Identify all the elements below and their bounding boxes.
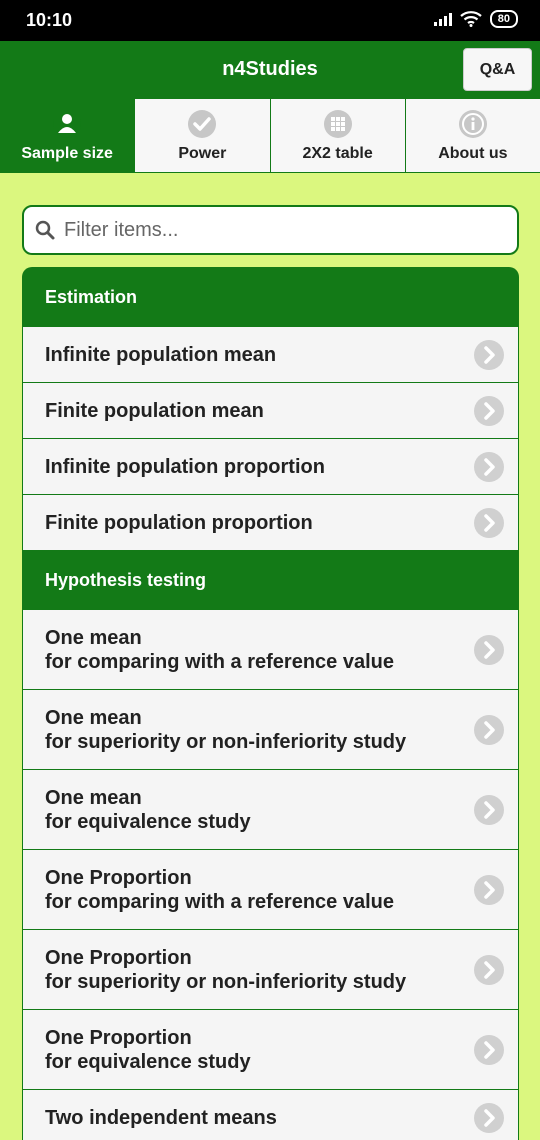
filter-input[interactable] bbox=[64, 218, 484, 242]
item-title: Two independent means bbox=[45, 1106, 277, 1129]
chevron-right-icon bbox=[474, 1034, 504, 1065]
list-item-one-mean-equivalence[interactable]: One mean for equivalence study bbox=[22, 770, 519, 850]
item-subtitle: for comparing with a reference value bbox=[45, 890, 394, 913]
info-icon bbox=[458, 110, 487, 138]
list-item-infinite-population-proportion[interactable]: Infinite population proportion bbox=[22, 439, 519, 495]
chevron-right-icon bbox=[474, 1102, 504, 1133]
list-item-infinite-population-mean[interactable]: Infinite population mean bbox=[22, 327, 519, 383]
status-bar: 10:10 80 bbox=[0, 0, 540, 41]
chevron-right-icon bbox=[474, 634, 504, 665]
item-title: One mean bbox=[45, 786, 142, 809]
group-header-hypothesis-testing: Hypothesis testing bbox=[22, 551, 519, 610]
chevron-right-icon bbox=[474, 451, 504, 482]
list-item-one-proportion-equivalence[interactable]: One Proportion for equivalence study bbox=[22, 1010, 519, 1090]
signal-icon bbox=[433, 12, 452, 26]
chevron-right-icon bbox=[474, 794, 504, 825]
filter-search-box bbox=[22, 205, 519, 255]
battery-level: 80 bbox=[497, 12, 510, 25]
tab-about-us[interactable]: About us bbox=[405, 99, 540, 173]
status-icons: 80 bbox=[433, 10, 518, 28]
list-item-one-proportion-reference[interactable]: One Proportion for comparing with a refe… bbox=[22, 850, 519, 930]
tab-label: 2X2 table bbox=[302, 145, 373, 162]
item-title: One mean bbox=[45, 626, 142, 649]
tab-2x2-table[interactable]: 2X2 table bbox=[270, 99, 406, 173]
tab-label: About us bbox=[438, 145, 508, 162]
item-title: Finite population proportion bbox=[45, 511, 313, 534]
list-item-one-mean-superiority[interactable]: One mean for superiority or non-inferior… bbox=[22, 690, 519, 770]
chevron-right-icon bbox=[474, 339, 504, 370]
search-icon bbox=[35, 220, 55, 240]
tab-label: Sample size bbox=[21, 145, 113, 162]
list-item-finite-population-mean[interactable]: Finite population mean bbox=[22, 383, 519, 439]
chevron-right-icon bbox=[474, 714, 504, 745]
list-item-finite-population-proportion[interactable]: Finite population proportion bbox=[22, 495, 519, 551]
check-circle-icon bbox=[188, 110, 217, 138]
tab-label: Power bbox=[178, 145, 227, 162]
list-item-two-independent-means[interactable]: Two independent means bbox=[22, 1090, 519, 1140]
tab-sample-size[interactable]: Sample size bbox=[0, 99, 136, 173]
item-subtitle: for comparing with a reference value bbox=[45, 650, 394, 673]
item-title: Infinite population mean bbox=[45, 343, 277, 366]
calculator-list: Estimation Infinite population mean Fini… bbox=[22, 267, 519, 1140]
chevron-right-icon bbox=[474, 954, 504, 985]
item-title: One mean bbox=[45, 706, 142, 729]
list-item-one-proportion-superiority[interactable]: One Proportion for superiority or non-in… bbox=[22, 930, 519, 1010]
tab-power[interactable]: Power bbox=[135, 99, 271, 173]
group-header-label: Hypothesis testing bbox=[45, 570, 207, 590]
battery-icon: 80 bbox=[489, 10, 518, 28]
app-bar: n4Studies Q&A bbox=[0, 41, 540, 99]
qa-button[interactable]: Q&A bbox=[463, 48, 532, 91]
chevron-right-icon bbox=[474, 507, 504, 538]
grid-icon bbox=[323, 110, 352, 138]
chevron-right-icon bbox=[474, 874, 504, 905]
wifi-icon bbox=[460, 11, 482, 27]
item-subtitle: for superiority or non-inferiority study bbox=[45, 970, 407, 993]
item-subtitle: for equivalence study bbox=[45, 1050, 251, 1073]
tab-bar: Sample size Power 2X2 table About us bbox=[0, 99, 540, 173]
item-title: Infinite population proportion bbox=[45, 455, 325, 478]
item-title: One Proportion bbox=[45, 866, 192, 889]
item-subtitle: for superiority or non-inferiority study bbox=[45, 730, 407, 753]
item-title: One Proportion bbox=[45, 946, 192, 969]
item-title: One Proportion bbox=[45, 1026, 192, 1049]
item-title: Finite population mean bbox=[45, 399, 264, 422]
item-subtitle: for equivalence study bbox=[45, 810, 251, 833]
status-time: 10:10 bbox=[26, 10, 73, 30]
group-header-estimation: Estimation bbox=[22, 267, 519, 327]
person-icon bbox=[53, 110, 82, 138]
app-title: n4Studies bbox=[222, 58, 318, 80]
chevron-right-icon bbox=[474, 395, 504, 426]
group-header-label: Estimation bbox=[45, 286, 138, 307]
list-item-one-mean-reference[interactable]: One mean for comparing with a reference … bbox=[22, 610, 519, 690]
